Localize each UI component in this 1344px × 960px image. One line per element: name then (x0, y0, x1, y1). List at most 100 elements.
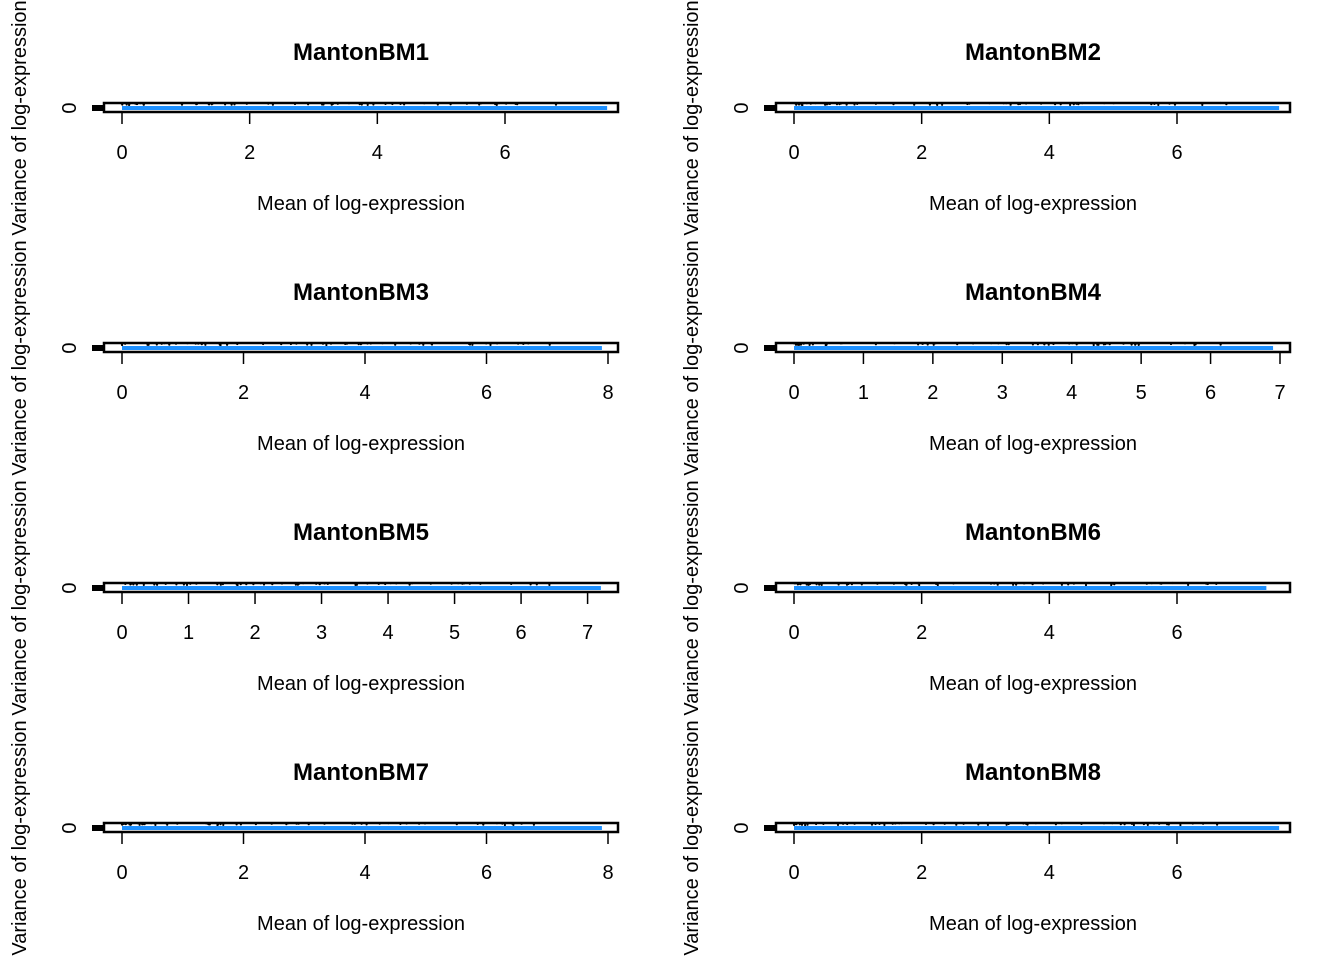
chart-title: MantonBM6 (965, 519, 1101, 546)
data-point (793, 102, 796, 105)
data-point (1015, 583, 1018, 586)
data-point (195, 582, 198, 585)
data-point (1135, 342, 1138, 345)
x-tick-label: 0 (116, 382, 127, 404)
data-point (155, 343, 158, 346)
data-point (1108, 343, 1111, 346)
data-point (1072, 582, 1075, 585)
data-point (802, 342, 805, 345)
x-axis-label: Mean of log-expression (929, 673, 1137, 695)
data-point (360, 822, 363, 825)
data-point (497, 102, 500, 105)
data-point (1130, 822, 1134, 825)
data-point (1130, 343, 1133, 346)
data-point (289, 342, 292, 346)
data-point (262, 583, 266, 586)
data-point (254, 823, 257, 826)
data-point (1111, 822, 1114, 825)
data-point (898, 822, 901, 825)
data-point (510, 822, 514, 825)
data-point (461, 582, 464, 585)
data-point (798, 823, 801, 826)
data-point (1069, 103, 1072, 106)
data-point (296, 582, 299, 585)
data-point (224, 103, 227, 106)
x-tick-label: 8 (602, 382, 613, 404)
data-point (120, 343, 124, 346)
data-point (1005, 823, 1008, 826)
data-point (235, 823, 238, 826)
data-point (808, 342, 811, 345)
data-point (989, 582, 993, 585)
x-tick-label: 0 (788, 382, 799, 404)
data-point (307, 823, 310, 826)
x-axis-label: Mean of log-expression (929, 913, 1137, 935)
data-point (1206, 582, 1209, 586)
data-point (450, 582, 453, 585)
data-point (408, 583, 411, 586)
data-point (194, 342, 197, 345)
data-point (808, 343, 811, 346)
y-axis-label: Variance of log-expression (681, 720, 703, 955)
x-tick-label: 3 (316, 622, 327, 644)
data-point (132, 583, 135, 586)
data-point (329, 342, 333, 345)
data-point (966, 102, 969, 106)
data-point (245, 102, 248, 105)
data-point (366, 342, 369, 345)
chart-panel: MantonBM8 Variance of log-expression 0 0 2 4 6… (681, 720, 1292, 956)
data-point (503, 823, 506, 827)
data-point (846, 582, 849, 585)
data-point (168, 343, 171, 346)
data-point (1036, 343, 1039, 346)
data-point (935, 582, 938, 585)
data-point (436, 103, 439, 106)
data-point (1060, 583, 1063, 586)
data-point (1084, 583, 1088, 587)
data-point (962, 822, 965, 825)
data-point (824, 343, 827, 347)
x-axis-label: Mean of log-expression (929, 193, 1137, 215)
data-point (996, 583, 999, 586)
data-point (124, 823, 127, 826)
data-point (792, 342, 796, 345)
data-point (807, 583, 810, 586)
data-point (365, 823, 368, 826)
data-point (358, 103, 361, 106)
chart-panel: MantonBM6 Variance of log-expression 0 0 2 4 6… (681, 480, 1292, 716)
data-point (494, 103, 497, 106)
x-tick-label: 0 (116, 622, 127, 644)
chart-title: MantonBM5 (293, 519, 429, 546)
x-tick-label: 0 (116, 862, 127, 884)
data-point (870, 823, 874, 826)
data-point (548, 583, 551, 586)
data-point (905, 583, 908, 586)
x-tick-label: 0 (116, 142, 127, 164)
y-axis-label: Variance of log-expression (9, 720, 31, 955)
data-point (372, 103, 375, 106)
x-tick-label: 4 (1044, 142, 1055, 164)
y-tick-label: 0 (59, 102, 81, 113)
data-point (932, 343, 935, 346)
data-point (836, 823, 840, 826)
data-point (1216, 823, 1219, 826)
data-point (330, 103, 333, 106)
y-axis-label: Variance of log-expression (9, 480, 31, 715)
data-point (360, 103, 363, 106)
data-point (527, 342, 530, 345)
data-point (505, 102, 508, 105)
y-tick-label: 0 (731, 342, 753, 353)
data-point (1012, 583, 1015, 586)
x-axis-label: Mean of log-expression (257, 673, 465, 695)
data-point (216, 823, 219, 826)
data-point (245, 583, 248, 586)
data-point (207, 103, 210, 106)
data-point (262, 342, 265, 346)
x-tick-label: 4 (359, 382, 370, 404)
data-point (806, 823, 809, 826)
data-point (200, 343, 203, 346)
data-point (219, 823, 222, 826)
x-tick-label: 6 (1205, 382, 1216, 404)
data-point (795, 103, 798, 106)
